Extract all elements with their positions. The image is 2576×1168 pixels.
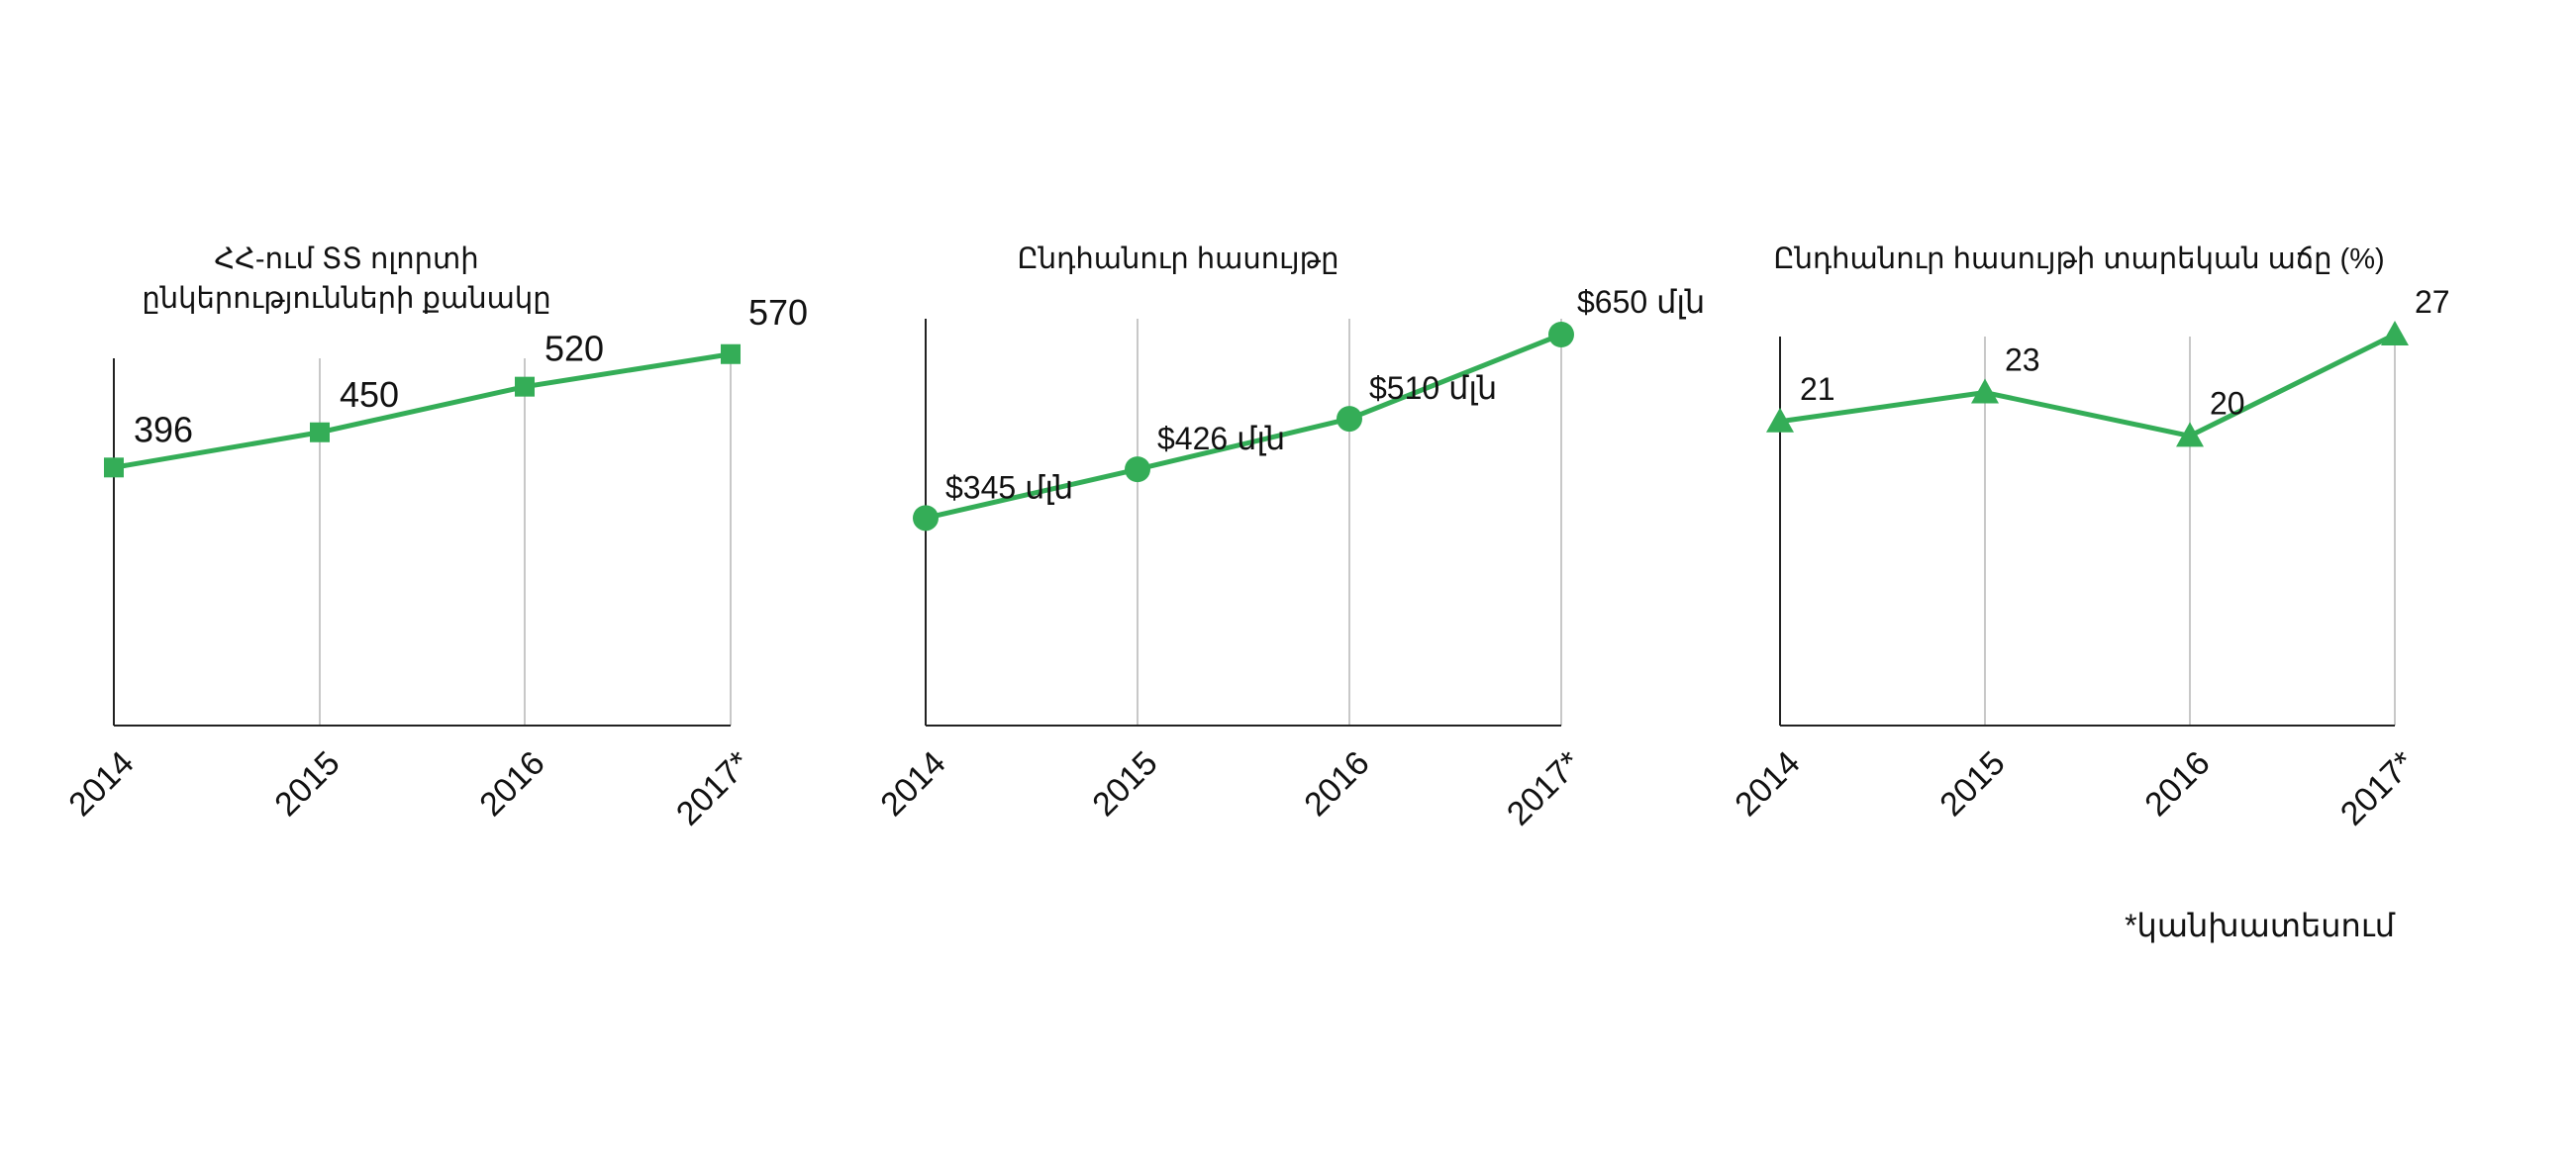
chart-companies: 396 450 520 570 2014 2015 2016 2017* — [61, 292, 808, 833]
data-point-marker — [1337, 406, 1362, 433]
chart-title-revenue: Ընդհանուր հասույթը — [1017, 243, 1339, 275]
x-tick-label: 2014 — [1728, 744, 1807, 824]
x-tick-label: 2017* — [2333, 744, 2423, 833]
series-line — [925, 332, 1562, 521]
chart-title-growth: Ընդհանուր հասույթի տարեկան աճը (%) — [1773, 243, 2385, 275]
data-point-marker — [2176, 422, 2204, 447]
data-label: 570 — [748, 292, 808, 333]
data-label: 27 — [2415, 284, 2450, 320]
data-point-marker — [1766, 407, 1794, 433]
series-line — [113, 351, 732, 470]
x-tick-label: 2015 — [1932, 744, 2012, 824]
data-label: $510 մլն — [1369, 370, 1497, 406]
chart-panel-growth: Ընդհանուր հասույթի տարեկան աճը (%) 21 23 2… — [1728, 0, 2576, 1168]
data-point-marker — [2381, 321, 2409, 345]
x-tick-label: 2016 — [1297, 744, 1376, 824]
chart-title-companies: ՀՀ-ում ՏՏ ոլորտի ընկերությունների քանակը — [142, 243, 551, 315]
data-label: $426 մլն — [1157, 421, 1285, 456]
chart-growth: 21 23 20 27 2014 2015 2016 2017* — [1728, 284, 2450, 833]
x-tick-label: 2017* — [669, 744, 758, 833]
x-tick-label: 2015 — [1085, 744, 1164, 824]
x-tick-label: 2017* — [1500, 744, 1589, 833]
data-point-marker — [310, 422, 330, 442]
data-point-marker — [721, 343, 741, 364]
data-label: 20 — [2210, 385, 2245, 421]
data-point-marker — [1125, 456, 1150, 483]
data-label: 21 — [1800, 371, 1835, 407]
footnote: *կանխատեսում — [2125, 908, 2395, 943]
x-tick-label: 2016 — [2137, 744, 2217, 824]
x-tick-label: 2015 — [267, 744, 347, 824]
x-tick-label: 2014 — [873, 744, 952, 824]
x-tick-label: 2016 — [472, 744, 551, 824]
chart-panel-companies: ՀՀ-ում ՏՏ ոլորտի ընկերությունների քանակը… — [0, 0, 808, 1168]
series-line — [1779, 332, 2397, 438]
data-label: 450 — [340, 374, 399, 415]
data-label: 520 — [545, 329, 604, 369]
data-label: $650 մլն — [1577, 284, 1705, 320]
data-point-marker — [515, 376, 535, 397]
data-point-marker — [1971, 378, 1999, 404]
data-point-marker — [913, 505, 939, 532]
data-point-marker — [104, 457, 124, 478]
x-tick-label: 2014 — [61, 744, 141, 824]
chart-revenue: $345 մլն $426 մլն $510 մլն $650 մլն 2014 2015… — [873, 284, 1705, 833]
chart-panel-revenue: Ընդհանուր հասույթը $345 մլն $426 մլն $510 … — [851, 0, 1723, 1168]
data-point-marker — [1548, 322, 1574, 347]
data-label: $345 մլն — [945, 469, 1073, 505]
data-label: 23 — [2005, 342, 2040, 378]
data-label: 396 — [134, 409, 193, 449]
